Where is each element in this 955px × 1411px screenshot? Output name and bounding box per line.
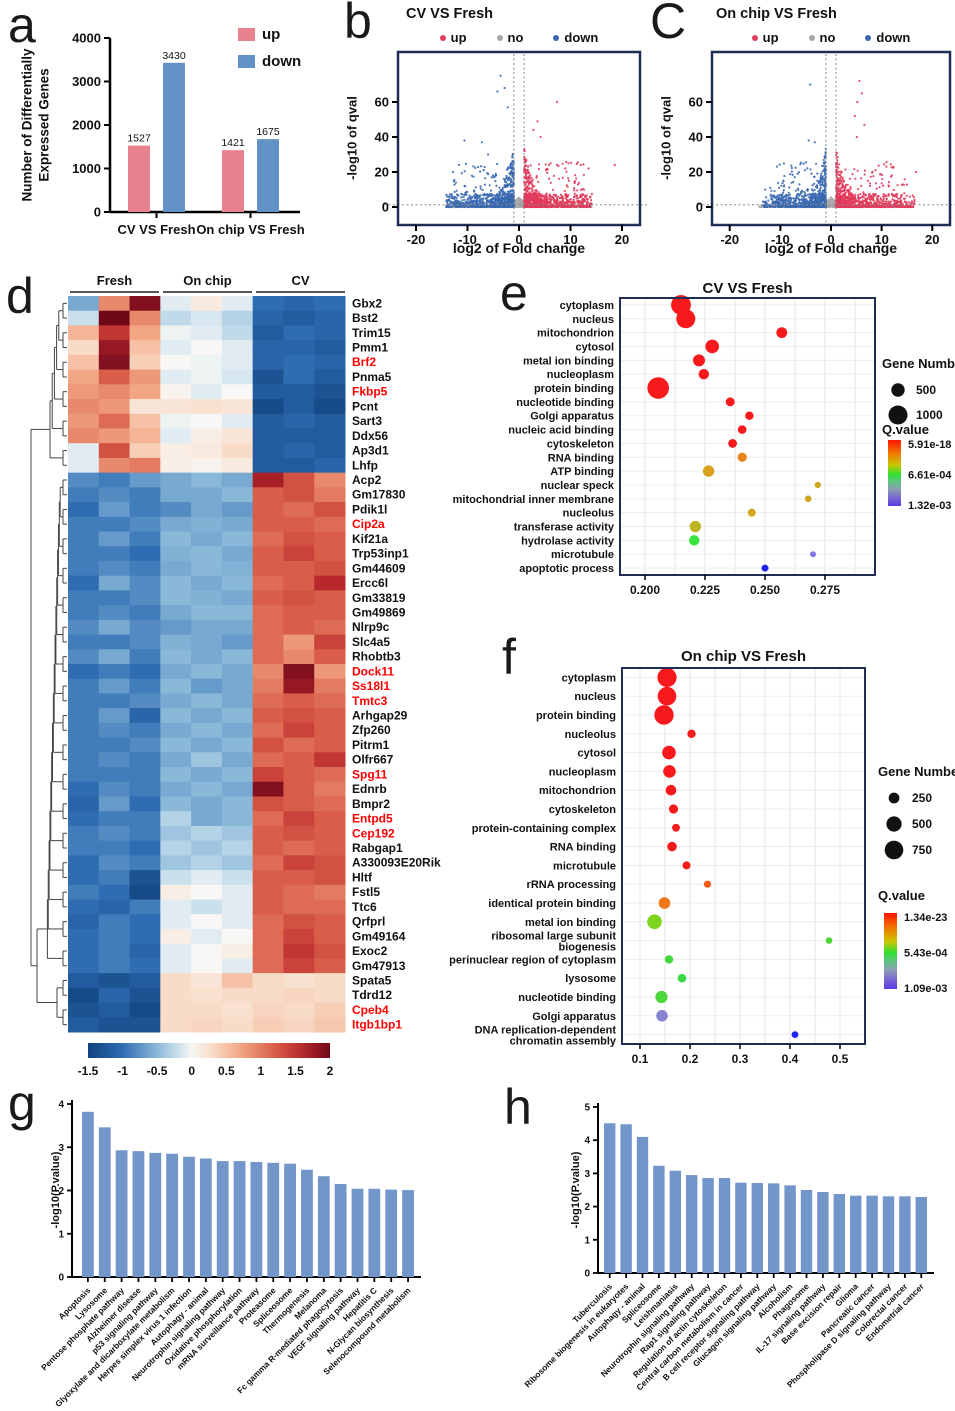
legend-item-up: up bbox=[751, 30, 779, 45]
legend-item-up: up bbox=[439, 30, 467, 45]
panel-c-xlabel: log2 of Fold change bbox=[764, 240, 898, 256]
svg-text:down: down bbox=[262, 53, 301, 70]
svg-text:-20: -20 bbox=[407, 232, 426, 247]
svg-text:1527: 1527 bbox=[127, 133, 151, 145]
svg-text:0: 0 bbox=[382, 200, 389, 215]
heatmap-group-cv: CV bbox=[291, 273, 310, 288]
svg-text:Gbx2: Gbx2 bbox=[352, 296, 382, 310]
panel-a-bar-chart: a Number of Differentially Expressed Gen… bbox=[0, 0, 335, 265]
svg-text:20: 20 bbox=[689, 165, 703, 180]
panel-a-ylabel-line1: Number of Differentially bbox=[19, 48, 35, 202]
panel-c-plot: 0 20 40 60 -20 -10 0 10 20 bbox=[689, 50, 955, 247]
panel-e-plot: cytoplasmnucleusmitochondrioncytosolmeta… bbox=[453, 295, 955, 597]
panel-c-legend: up no down bbox=[712, 30, 950, 45]
panel-b-xlabel: log2 of Fold change bbox=[452, 240, 586, 256]
panel-b-plot: 0 20 40 60 -20 -10 0 10 20 bbox=[375, 50, 648, 247]
svg-text:20: 20 bbox=[925, 232, 939, 247]
down-dot-icon bbox=[865, 34, 872, 41]
legend-item-no: no bbox=[496, 30, 523, 45]
panel-letter-c: C bbox=[650, 0, 687, 49]
legend-item-down: down bbox=[865, 30, 910, 45]
svg-text:40: 40 bbox=[689, 130, 703, 145]
heatmap-group-underline-cv bbox=[256, 291, 345, 293]
svg-text:-10: -10 bbox=[771, 232, 790, 247]
panel-e-dotplot-cv: e CV VS Fresh cytoplasm nucleus mitochondr… bbox=[453, 265, 955, 628]
svg-text:-10: -10 bbox=[458, 232, 477, 247]
panel-b-volcano-cv: b CV VS Fresh up no down -log10 of qval lo… bbox=[330, 0, 650, 265]
panel-letter-f: f bbox=[502, 629, 516, 685]
svg-text:On chip VS Fresh: On chip VS Fresh bbox=[196, 222, 304, 237]
heatmap-group-underline-fresh bbox=[70, 291, 159, 293]
panel-h-ylabel: -log10(P.value) bbox=[570, 1151, 582, 1229]
svg-text:60: 60 bbox=[689, 95, 703, 110]
heatmap-group-fresh: Fresh bbox=[96, 273, 133, 288]
panel-e-title: CV VS Fresh bbox=[702, 280, 793, 297]
panel-c-volcano-onchip: C On chip VS Fresh up no down -log10 of qv… bbox=[640, 0, 955, 265]
svg-text:20: 20 bbox=[615, 232, 629, 247]
heatmap-group-onchip: On chip bbox=[183, 273, 232, 288]
no-dot-icon bbox=[808, 34, 815, 41]
down-dot-icon bbox=[553, 34, 560, 41]
panel-d-heatmap: d Fresh On chip CV Gbx2 Bst2 Trim15 Pmm1 Brf… bbox=[0, 265, 470, 1080]
legend-item-no: no bbox=[808, 30, 835, 45]
panel-b-title: CV VS Fresh bbox=[406, 6, 494, 22]
panel-letter-b: b bbox=[344, 0, 372, 49]
legend-item-down: down bbox=[553, 30, 598, 45]
up-dot-icon bbox=[751, 34, 758, 41]
panel-f-dotplot-onchip: f On chip VS Fresh cytoplasm nucleus prote… bbox=[449, 628, 955, 1080]
svg-text:0: 0 bbox=[515, 232, 522, 247]
panel-d-matrix: Gbx2Bst2Trim15Pmm1Brf2Pnma5Fkbp5PcntSart… bbox=[30, 296, 441, 1078]
svg-text:1675: 1675 bbox=[256, 126, 280, 138]
svg-text:60: 60 bbox=[375, 95, 389, 110]
panel-f-title: On chip VS Fresh bbox=[680, 648, 807, 665]
svg-text:2000: 2000 bbox=[72, 118, 101, 133]
svg-text:CV VS Fresh: CV VS Fresh bbox=[117, 222, 195, 237]
svg-text:3430: 3430 bbox=[162, 50, 186, 62]
svg-text:0: 0 bbox=[827, 232, 834, 247]
panel-letter-d: d bbox=[6, 268, 34, 324]
panel-a-plot: 0 1000 2000 3000 4000 CV VS Fresh 1527 3430 On c… bbox=[72, 26, 305, 237]
panel-letter-e: e bbox=[500, 265, 528, 321]
panel-letter-g: g bbox=[8, 1075, 36, 1131]
svg-text:4000: 4000 bbox=[72, 31, 101, 46]
panel-c-ylabel: -log10 of qval bbox=[658, 96, 674, 180]
panel-letter-a: a bbox=[8, 0, 36, 53]
svg-text:up: up bbox=[262, 26, 280, 43]
svg-text:40: 40 bbox=[375, 130, 389, 145]
panel-letter-h: h bbox=[504, 1079, 532, 1135]
up-dot-icon bbox=[439, 34, 446, 41]
panel-a-ylabel-line2: Expressed Genes bbox=[36, 68, 52, 182]
panel-g-kegg-bars-cv: g -log10(P.value) 0 1 2 3 4 Apoptosis Lysosome… bbox=[0, 1078, 480, 1411]
svg-text:Bst2: Bst2 bbox=[352, 311, 378, 325]
svg-text:1000: 1000 bbox=[72, 161, 101, 176]
panel-b-legend: up no down bbox=[398, 30, 640, 45]
panel-b-ylabel: -log10 of qval bbox=[344, 96, 360, 180]
heatmap-group-underline-onchip bbox=[163, 291, 252, 293]
svg-text:1421: 1421 bbox=[221, 137, 245, 149]
svg-text:3000: 3000 bbox=[72, 74, 101, 89]
svg-text:0: 0 bbox=[94, 205, 101, 220]
svg-text:20: 20 bbox=[375, 165, 389, 180]
svg-text:10: 10 bbox=[563, 232, 577, 247]
svg-text:0: 0 bbox=[696, 200, 703, 215]
panel-h-kegg-bars-onchip: h -log10(P.value) 0 1 2 3 4 5 Tuberculosis Ribo… bbox=[480, 1078, 955, 1411]
svg-text:-20: -20 bbox=[720, 232, 739, 247]
svg-text:10: 10 bbox=[874, 232, 888, 247]
panel-g-ylabel: -log10(P.value) bbox=[50, 1151, 62, 1229]
panel-c-title: On chip VS Fresh bbox=[716, 6, 837, 22]
no-dot-icon bbox=[496, 34, 503, 41]
